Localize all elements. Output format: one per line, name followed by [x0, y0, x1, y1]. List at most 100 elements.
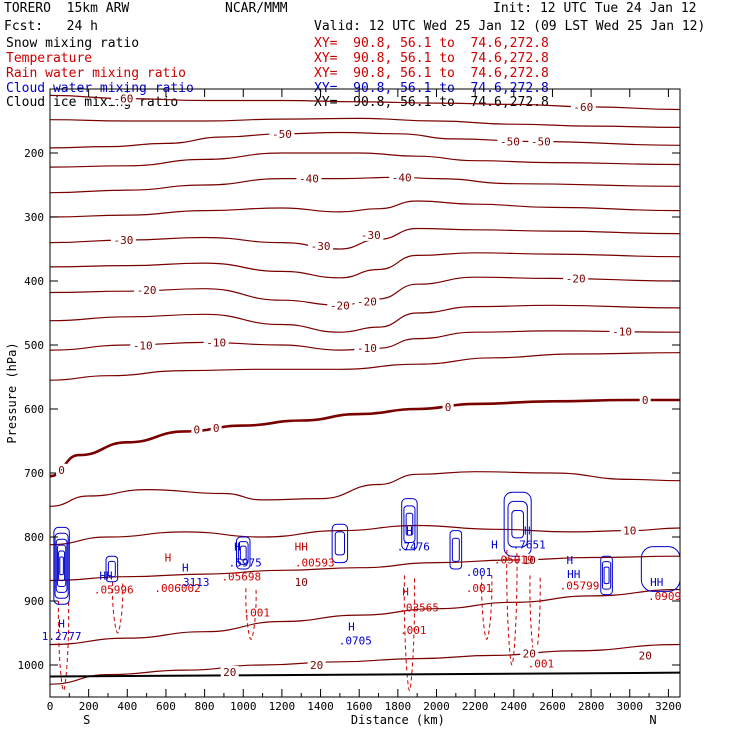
- isotherm-label-bg-9: [358, 228, 384, 241]
- isotherm-label-bg-26: [220, 666, 239, 679]
- legend-temperature-label: Temperature: [6, 51, 93, 66]
- y-axis-label: Pressure (hPa): [5, 342, 19, 443]
- plot-frame: [49, 88, 681, 698]
- x-tick-label-1400: 1400: [307, 700, 334, 713]
- max-annotation-21: .001: [466, 582, 493, 595]
- max-annotation-2: HH: [99, 569, 112, 582]
- isotherm-label-13: -20: [566, 272, 586, 285]
- isotherm-label-4: -50: [531, 135, 551, 148]
- isotherm-5: [50, 471, 680, 507]
- isotherm-label-bg-20: [210, 422, 222, 435]
- rain-shaft-1: [111, 581, 124, 634]
- x-tick-label-800: 800: [195, 700, 215, 713]
- legend-cloud-ice-label: Cloud ice mixing ratio: [6, 95, 179, 110]
- legend-snow-xy: XY= 90.8, 56.1 to 74.6,272.8: [314, 36, 549, 51]
- isotherm-label-bg-15: [203, 336, 229, 349]
- cloud-water-contour-6-1: [507, 500, 528, 548]
- surface-line: [49, 671, 681, 678]
- isotherm-label-15: -10: [206, 336, 226, 349]
- isotherm-label-14: -10: [133, 340, 153, 353]
- cloud-water-contour-4-0: [401, 498, 418, 551]
- isotherm-label-bg-12: [354, 295, 380, 308]
- isotherm-label-bg-25: [620, 524, 639, 537]
- legend-rain-label: Rain water mixing ratio: [6, 66, 187, 81]
- isotherm-label-9: -30: [361, 229, 381, 242]
- y-tick-label-1000: 1000: [18, 659, 45, 672]
- max-annotation-16: H: [406, 525, 413, 538]
- isotherm-label-23: 10: [295, 576, 308, 589]
- max-annotation-5: .006002: [154, 582, 200, 595]
- isotherm-m45: [50, 152, 680, 168]
- isotherm-label-1: -60: [573, 101, 593, 114]
- x-tick-label-1600: 1600: [346, 700, 373, 713]
- legend-rain-xy: XY= 90.8, 56.1 to 74.6,272.8: [314, 66, 549, 81]
- max-annotation-22: .001: [466, 566, 493, 579]
- cloud-water-contour-0-4: [58, 550, 66, 582]
- y-tick-label-200: 200: [24, 147, 44, 160]
- isotherm-label-bg-8: [308, 239, 334, 252]
- cloud-water-contour-5-0: [449, 530, 463, 570]
- isotherm-label-19: 0: [194, 423, 201, 436]
- x-tick-label-2000: 2000: [423, 700, 450, 713]
- x-tick-label-400: 400: [117, 700, 137, 713]
- isotherm-25: [50, 643, 680, 685]
- cloud-water-contour-5-1: [451, 537, 460, 562]
- cloud-water-contour-4-1: [403, 505, 416, 543]
- isotherm-m35: [50, 200, 680, 218]
- rain-shaft-3: [403, 575, 416, 692]
- rain-shaft-5: [506, 549, 518, 666]
- isotherm-label-bg-19: [191, 423, 203, 436]
- cloud-water-contour-2-1: [237, 541, 249, 565]
- max-annotation-9: .5975: [229, 557, 262, 570]
- cloud-water-contour-7-1: [601, 561, 612, 590]
- cloud-water-contour-0-3: [56, 544, 67, 587]
- max-annotation-10: .05698: [221, 571, 261, 584]
- isotherm-label-20: 0: [213, 422, 220, 435]
- isotherm-label-16: -10: [357, 342, 377, 355]
- isotherm-label-bg-2: [269, 127, 295, 140]
- isotherm-label-bg-13: [563, 272, 589, 285]
- isotherm-label-28: 20: [523, 647, 536, 660]
- isotherm-label-18: 0: [58, 464, 65, 477]
- isotherm-label-bg-7: [110, 234, 136, 247]
- cloud-water-contour-0-5: [59, 556, 64, 576]
- isotherm-label-26: 20: [223, 666, 236, 679]
- y-tick-label-300: 300: [24, 211, 44, 224]
- isotherm-label-17: -10: [612, 326, 632, 339]
- max-annotation-23: H: [491, 539, 498, 552]
- max-annotation-25: H: [524, 525, 531, 538]
- max-annotation-32: .0909: [648, 590, 681, 603]
- x-tick-label-2200: 2200: [462, 700, 489, 713]
- cloud-water-contour-6-2: [511, 509, 524, 539]
- cloud-water-contour-7-0: [600, 555, 613, 596]
- y-tick-label-700: 700: [24, 467, 44, 480]
- x-tick-label-200: 200: [79, 700, 99, 713]
- max-annotation-12: HH: [295, 541, 308, 554]
- max-annotation-18: .001: [400, 624, 427, 637]
- max-annotation-13: .00593: [295, 557, 335, 570]
- y-tick-label-400: 400: [24, 275, 44, 288]
- max-annotation-28: H: [567, 554, 574, 567]
- x-tick-label-3200: 3200: [655, 700, 682, 713]
- max-annotation-30: .05799: [560, 580, 600, 593]
- max-annotation-19: H: [348, 621, 355, 634]
- isotherm-m50: [50, 131, 680, 149]
- model-title: TORERO 15km ARW: [4, 1, 130, 16]
- isotherm-10: [50, 524, 680, 546]
- rain-shaft-0: [57, 600, 70, 692]
- isotherm-label-bg-27: [307, 659, 326, 671]
- cloud-water-contour-0-0: [53, 526, 70, 605]
- max-annotation-3: .05996: [94, 583, 134, 596]
- x-end-label-right: N: [649, 713, 656, 727]
- legend-temperature-xy: XY= 90.8, 56.1 to 74.6,272.8: [314, 51, 549, 66]
- isotherm-label-8: -30: [311, 240, 331, 253]
- cloud-water-contour-6-0: [503, 491, 532, 557]
- isotherm-label-bg-16: [354, 342, 380, 355]
- max-annotation-15: .03565: [399, 601, 439, 614]
- x-tick-label-1800: 1800: [385, 700, 412, 713]
- isotherm-m15: [50, 304, 680, 333]
- max-annotation-7: .3113: [176, 576, 209, 589]
- isotherm-label-29: 20: [639, 649, 652, 662]
- max-annotation-17: .7476: [397, 541, 430, 554]
